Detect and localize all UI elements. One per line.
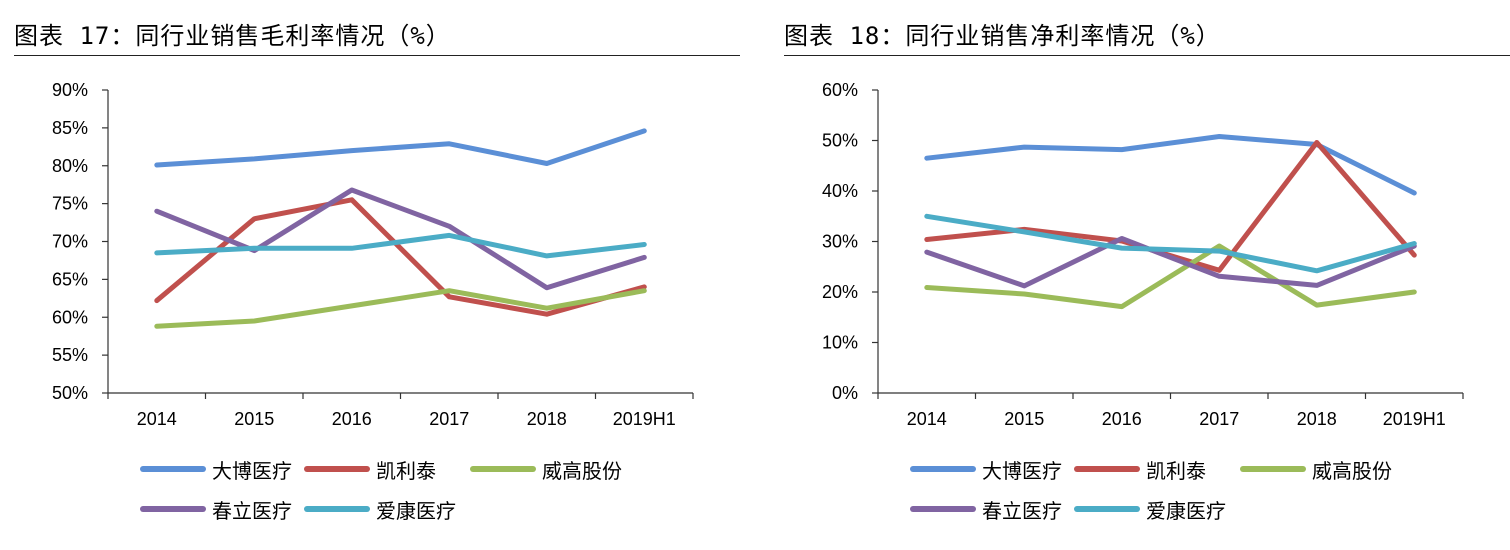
series-line-2: [924, 243, 1417, 310]
chart-panel-net-margin: 图表 18：同行业销售净利率情况（%） 0% 10% 20% 30% 40% 50% 60%…: [770, 0, 1510, 550]
legend-swatch: [304, 506, 370, 512]
legend-swatch: [1074, 466, 1140, 472]
chart-title: 图表 18：同行业销售净利率情况（%）: [784, 22, 1221, 50]
chart-legend: 大博医疗 凯利泰 威高股份春立医疗 爱康医疗: [910, 452, 1470, 532]
x-tick-label: 2019H1: [1383, 409, 1446, 429]
legend-swatch: [910, 506, 976, 512]
legend-item: 春立医疗: [140, 492, 292, 526]
chart-legend: 大博医疗 凯利泰 威高股份春立医疗 爱康医疗: [140, 452, 700, 532]
legend-swatch: [140, 506, 206, 512]
legend-swatch: [910, 466, 976, 472]
legend-label: 春立医疗: [982, 498, 1062, 523]
y-tick-label: 75%: [52, 194, 88, 214]
legend-label: 凯利泰: [1146, 458, 1206, 483]
legend-label: 凯利泰: [376, 458, 436, 483]
y-tick-label: 60%: [52, 307, 88, 327]
legend-swatch: [304, 466, 370, 472]
x-tick-label: 2014: [907, 409, 947, 429]
y-tick-label: 55%: [52, 345, 88, 365]
y-tick-label: 30%: [822, 232, 858, 252]
x-tick-label: 2017: [1199, 409, 1239, 429]
legend-swatch: [1240, 466, 1306, 472]
legend-item: 凯利泰: [304, 452, 436, 486]
y-tick-label: 50%: [52, 383, 88, 403]
y-tick-label: 65%: [52, 269, 88, 289]
x-tick-label: 2017: [429, 409, 469, 429]
y-tick-label: 20%: [822, 282, 858, 302]
series-line-3: [924, 236, 1417, 289]
legend-swatch: [1074, 506, 1140, 512]
series-line-4: [154, 232, 647, 259]
series-line-3: [154, 187, 647, 291]
title-divider: [14, 55, 740, 56]
x-tick-label: 2015: [1004, 409, 1044, 429]
legend-swatch: [470, 466, 536, 472]
legend-item: 爱康医疗: [1074, 492, 1226, 526]
legend-item: 威高股份: [1240, 452, 1392, 486]
y-tick-label: 40%: [822, 181, 858, 201]
y-tick-label: 90%: [52, 80, 88, 100]
title-divider: [784, 55, 1510, 56]
legend-swatch: [140, 466, 206, 472]
y-tick-label: 10%: [822, 333, 858, 353]
legend-item: 大博医疗: [910, 452, 1062, 486]
y-tick-label: 85%: [52, 118, 88, 138]
series-line-0: [924, 134, 1417, 196]
y-tick-label: 0%: [832, 383, 858, 403]
legend-item: 大博医疗: [140, 452, 292, 486]
legend-label: 威高股份: [1312, 458, 1392, 483]
legend-label: 大博医疗: [982, 458, 1062, 483]
x-tick-label: 2016: [332, 409, 372, 429]
legend-item: 凯利泰: [1074, 452, 1206, 486]
x-tick-label: 2019H1: [613, 409, 676, 429]
legend-item: 春立医疗: [910, 492, 1062, 526]
legend-label: 大博医疗: [212, 458, 292, 483]
legend-label: 春立医疗: [212, 498, 292, 523]
chart-panel-gross-margin: 图表 17：同行业销售毛利率情况（%） 50% 55% 60% 65% 70% 75% 80…: [0, 0, 740, 550]
legend-item: 威高股份: [470, 452, 622, 486]
net-margin-line-chart: 0% 10% 20% 30% 40% 50% 60% 2014 2015 2016 2017 2018…: [822, 80, 1464, 429]
legend-label: 威高股份: [542, 458, 622, 483]
x-tick-label: 2015: [234, 409, 274, 429]
x-tick-label: 2018: [1297, 409, 1337, 429]
series-line-1: [154, 197, 647, 317]
y-tick-label: 50%: [822, 131, 858, 151]
legend-label: 爱康医疗: [376, 498, 456, 523]
y-tick-label: 80%: [52, 156, 88, 176]
legend-label: 爱康医疗: [1146, 498, 1226, 523]
x-tick-label: 2014: [137, 409, 177, 429]
y-tick-label: 70%: [52, 232, 88, 252]
gross-margin-line-chart: 50% 55% 60% 65% 70% 75% 80% 85% 90% 2014 2015 2016 2…: [52, 80, 694, 429]
x-tick-label: 2016: [1102, 409, 1142, 429]
series-line-2: [154, 288, 647, 329]
series-line-0: [154, 128, 647, 168]
y-tick-label: 60%: [822, 80, 858, 100]
chart-title: 图表 17：同行业销售毛利率情况（%）: [14, 22, 451, 50]
legend-item: 爱康医疗: [304, 492, 456, 526]
x-tick-label: 2018: [527, 409, 567, 429]
series-line-4: [924, 213, 1417, 274]
